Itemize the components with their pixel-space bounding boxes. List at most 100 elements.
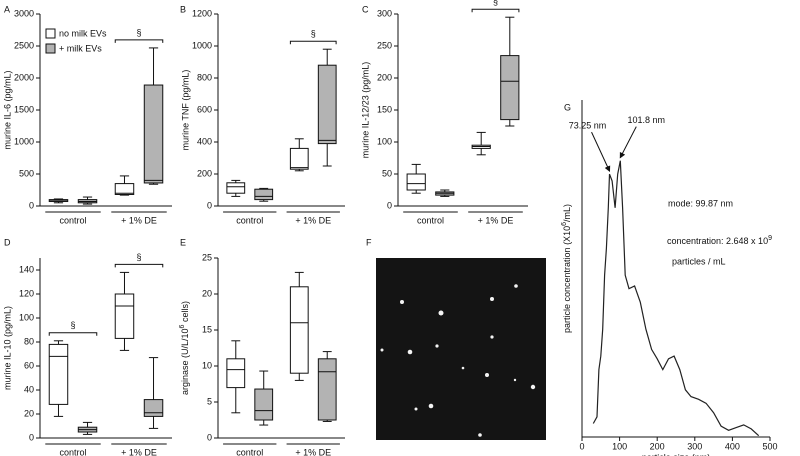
y-tick-label: 25 <box>202 252 212 262</box>
box <box>254 388 274 421</box>
box <box>317 358 337 421</box>
axes <box>581 100 770 438</box>
x-tick-label: + 1% DE <box>295 447 331 456</box>
significance-bracket <box>114 263 164 268</box>
x-axis-label: particle size (nm) <box>642 452 711 456</box>
y-tick-label: 0 <box>207 200 212 210</box>
y-tick-label: 60 <box>24 360 34 370</box>
y-tick-label: 500 <box>19 168 34 178</box>
x-tick-label: 200 <box>650 441 665 451</box>
significance-bracket <box>48 332 98 336</box>
particle <box>490 297 494 301</box>
x-tick-label: control <box>59 215 86 225</box>
box <box>226 182 246 194</box>
y-axis-label-text: particle concentration (X10 <box>562 226 572 333</box>
significance-label: § <box>311 29 316 39</box>
particle <box>428 403 434 409</box>
y-tick-label: 400 <box>197 136 212 146</box>
x-tick-label: + 1% DE <box>478 215 514 225</box>
significance-label: § <box>136 27 141 37</box>
y-tick-label: 300 <box>377 8 392 18</box>
y-axis-label: arginase (U/L/106 cells) <box>179 301 190 395</box>
particle <box>400 300 404 304</box>
y-tick-label: 140 <box>19 264 34 274</box>
y-axis-label-text: cells) <box>180 301 190 325</box>
y-tick-label: 1500 <box>14 104 34 114</box>
y-tick-label: 50 <box>382 168 392 178</box>
particle <box>438 310 444 316</box>
x-tick-label: + 1% DE <box>295 215 331 225</box>
y-tick-label: 20 <box>24 408 34 418</box>
y-tick-label: 200 <box>197 168 212 178</box>
particle <box>530 384 536 390</box>
box <box>254 188 274 201</box>
x-tick-label: control <box>59 447 86 456</box>
y-tick-label: 3000 <box>14 8 34 18</box>
y-axis-label-sup: 6 <box>179 324 186 328</box>
concentration-label-text: concentration: 2.648 x 10 <box>667 236 768 246</box>
particle <box>514 284 518 288</box>
y-tick-label: 600 <box>197 104 212 114</box>
y-tick-label: 1000 <box>14 136 34 146</box>
image-background <box>376 258 546 440</box>
particle <box>513 378 517 382</box>
box <box>317 64 337 145</box>
x-tick-label: 0 <box>579 441 584 451</box>
x-tick-label: control <box>417 215 444 225</box>
y-tick-label: 15 <box>202 324 212 334</box>
mode-label: mode: 99.87 nm <box>668 198 733 208</box>
y-tick-label: 0 <box>207 432 212 442</box>
concentration-label: concentration: 2.648 x 109 <box>667 235 772 246</box>
legend-label: no milk EVs <box>59 28 107 38</box>
y-tick-label: 10 <box>202 360 212 370</box>
box <box>114 293 135 339</box>
x-tick-label: 100 <box>612 441 627 451</box>
concentration-unit: particles / mL <box>672 256 726 266</box>
y-tick-label: 1200 <box>192 8 212 18</box>
box <box>289 286 309 374</box>
y-axis-label: murine TNF (pg/mL) <box>180 70 190 151</box>
x-tick-label: control <box>236 215 263 225</box>
y-tick-label: 100 <box>19 312 34 322</box>
y-tick-label: 40 <box>24 384 34 394</box>
particle <box>407 349 413 355</box>
y-tick-label: 0 <box>387 200 392 210</box>
y-tick-label: 80 <box>24 336 34 346</box>
y-tick-label: 250 <box>377 40 392 50</box>
box <box>143 84 164 184</box>
size-distribution <box>592 160 760 437</box>
x-tick-label: 500 <box>762 441 777 451</box>
y-tick-label: 2500 <box>14 40 34 50</box>
y-tick-label: 0 <box>29 432 34 442</box>
peak-arrow <box>591 131 611 173</box>
legend-label: + milk EVs <box>59 43 102 53</box>
panel-label: E <box>180 237 186 247</box>
significance-bracket <box>471 8 520 13</box>
significance-label: § <box>493 0 498 7</box>
particle <box>478 433 482 437</box>
panel-label: G <box>564 102 571 112</box>
box <box>143 399 164 417</box>
box <box>48 343 69 405</box>
y-axis-label: particle concentration (X106/mL) <box>561 204 572 333</box>
y-axis-label-text: arginase (U/L/10 <box>180 328 190 395</box>
y-axis-label: murine IL-10 (pg/mL) <box>2 306 12 390</box>
panel-label: F <box>366 237 372 247</box>
nanoparticle-image <box>376 258 546 440</box>
box <box>289 147 309 170</box>
y-tick-label: 120 <box>19 288 34 298</box>
y-tick-label: 800 <box>197 72 212 82</box>
particle <box>485 373 489 377</box>
peak-label: 73.25 nm <box>569 121 607 131</box>
y-tick-label: 1000 <box>192 40 212 50</box>
y-axis-label-sup: 6 <box>561 222 568 226</box>
y-tick-label: 2000 <box>14 72 34 82</box>
peak-label: 101.8 nm <box>628 115 666 125</box>
x-tick-label: + 1% DE <box>121 447 157 456</box>
significance-bracket <box>114 39 164 43</box>
y-tick-label: 20 <box>202 288 212 298</box>
panel-label: D <box>4 237 11 247</box>
particle <box>380 348 384 352</box>
y-tick-label: 200 <box>377 72 392 82</box>
